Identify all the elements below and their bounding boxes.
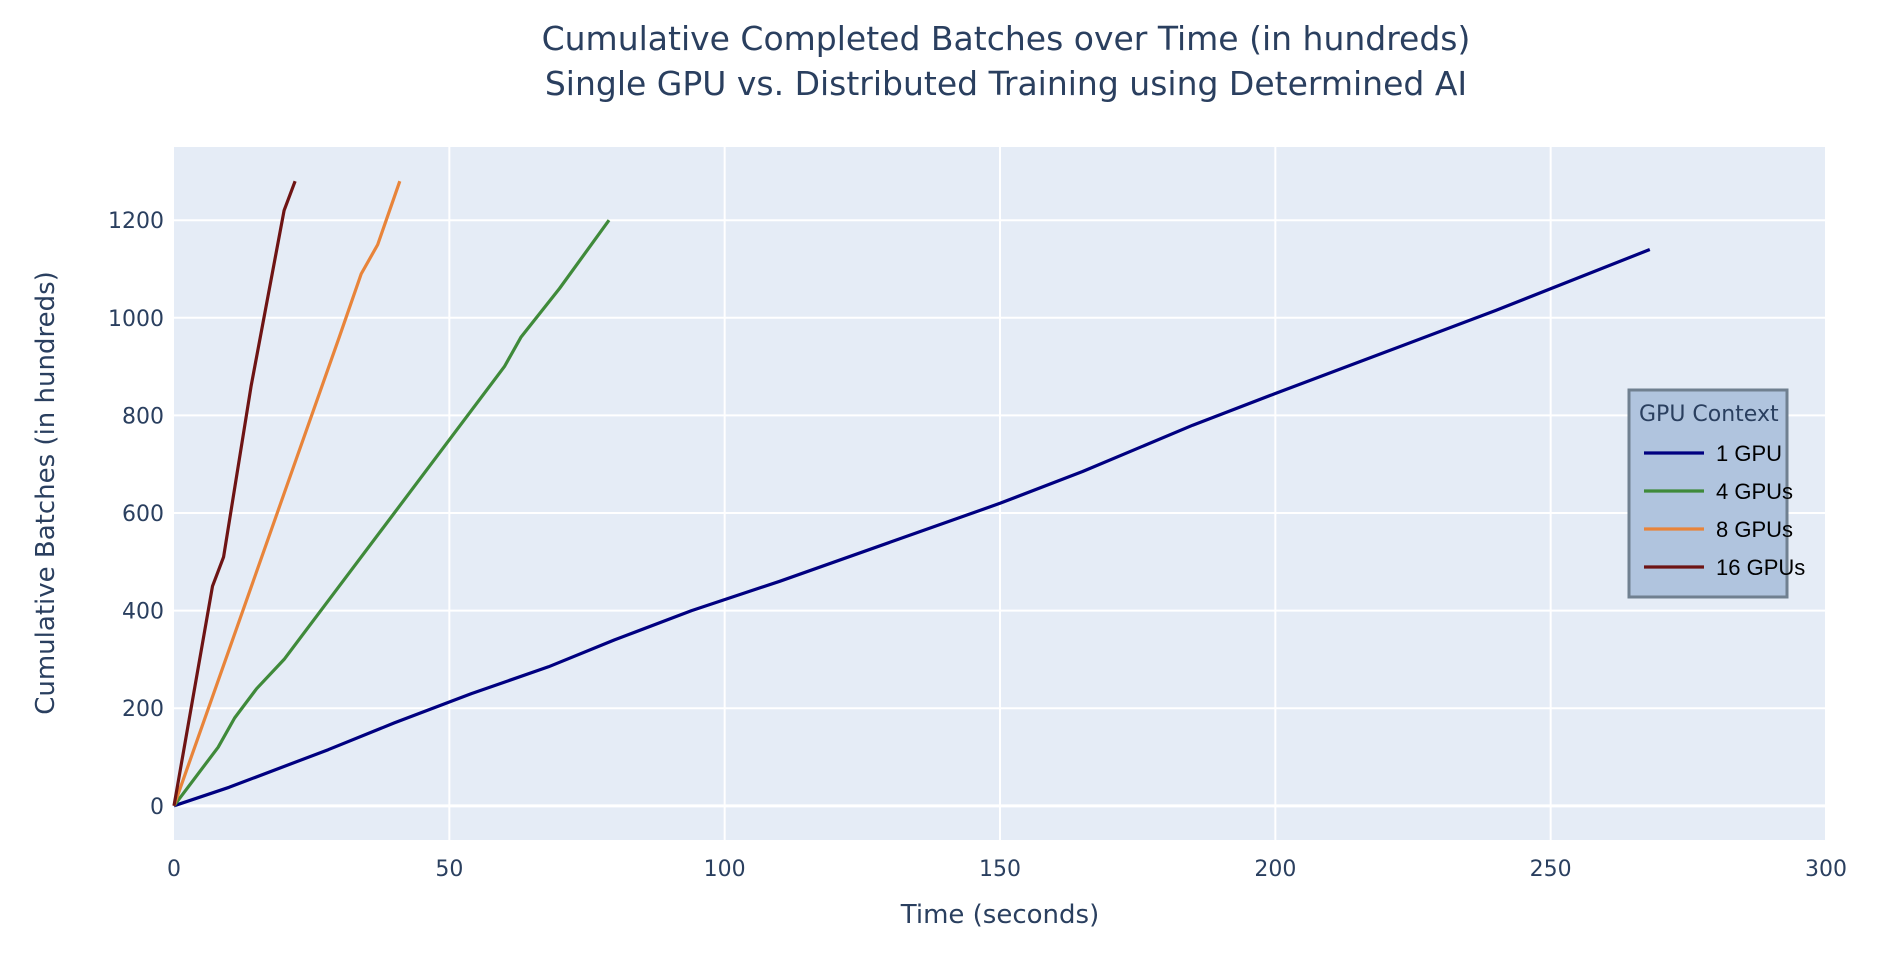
x-tick-label: 0 bbox=[167, 857, 181, 882]
x-tick-label: 100 bbox=[704, 857, 746, 882]
y-tick-label: 200 bbox=[122, 697, 164, 722]
y-tick-label: 0 bbox=[150, 795, 164, 820]
legend: GPU Context 1 GPU 4 GPUs 8 GPUs 16 GPUs bbox=[1627, 388, 1805, 599]
y-tick-label: 1000 bbox=[108, 307, 164, 332]
legend-label-8-gpus: 8 GPUs bbox=[1716, 517, 1793, 542]
legend-items: 1 GPU 4 GPUs 8 GPUs 16 GPUs bbox=[1644, 441, 1805, 580]
series-line-4-gpus bbox=[172, 219, 611, 807]
legend-label-16-gpus: 16 GPUs bbox=[1716, 555, 1805, 580]
series-line-16-gpus bbox=[172, 180, 297, 807]
legend-box bbox=[1627, 388, 1789, 599]
legend-label-1-gpu: 1 GPU bbox=[1716, 441, 1782, 466]
legend-title: GPU Context bbox=[1639, 402, 1779, 427]
series-line-1-gpu bbox=[173, 248, 1651, 808]
y-tick-label: 400 bbox=[122, 600, 164, 625]
x-axis-title: Time (seconds) bbox=[900, 900, 1099, 930]
x-tick-label: 250 bbox=[1530, 857, 1572, 882]
grid-layer bbox=[174, 147, 1827, 840]
chart-title: Cumulative Completed Batches over Time (… bbox=[542, 19, 1471, 58]
x-tick-label: 50 bbox=[435, 857, 463, 882]
x-tick-label: 200 bbox=[1254, 857, 1296, 882]
y-tick-label: 1200 bbox=[108, 209, 164, 234]
series-layer bbox=[172, 180, 1651, 808]
y-axis-title: Cumulative Batches (in hundreds) bbox=[31, 271, 61, 715]
series-line-8-gpus bbox=[172, 180, 402, 807]
legend-label-4-gpus: 4 GPUs bbox=[1716, 479, 1793, 504]
y-tick-label: 800 bbox=[122, 404, 164, 429]
y-tick-label: 600 bbox=[122, 502, 164, 527]
x-tick-label: 300 bbox=[1805, 857, 1847, 882]
chart-subtitle: Single GPU vs. Distributed Training usin… bbox=[545, 64, 1467, 103]
tick-layer: 0 50 100 150 200 250 300 0 200 400 600 800 1000 1200 bbox=[108, 209, 1847, 882]
x-tick-label: 150 bbox=[979, 857, 1021, 882]
